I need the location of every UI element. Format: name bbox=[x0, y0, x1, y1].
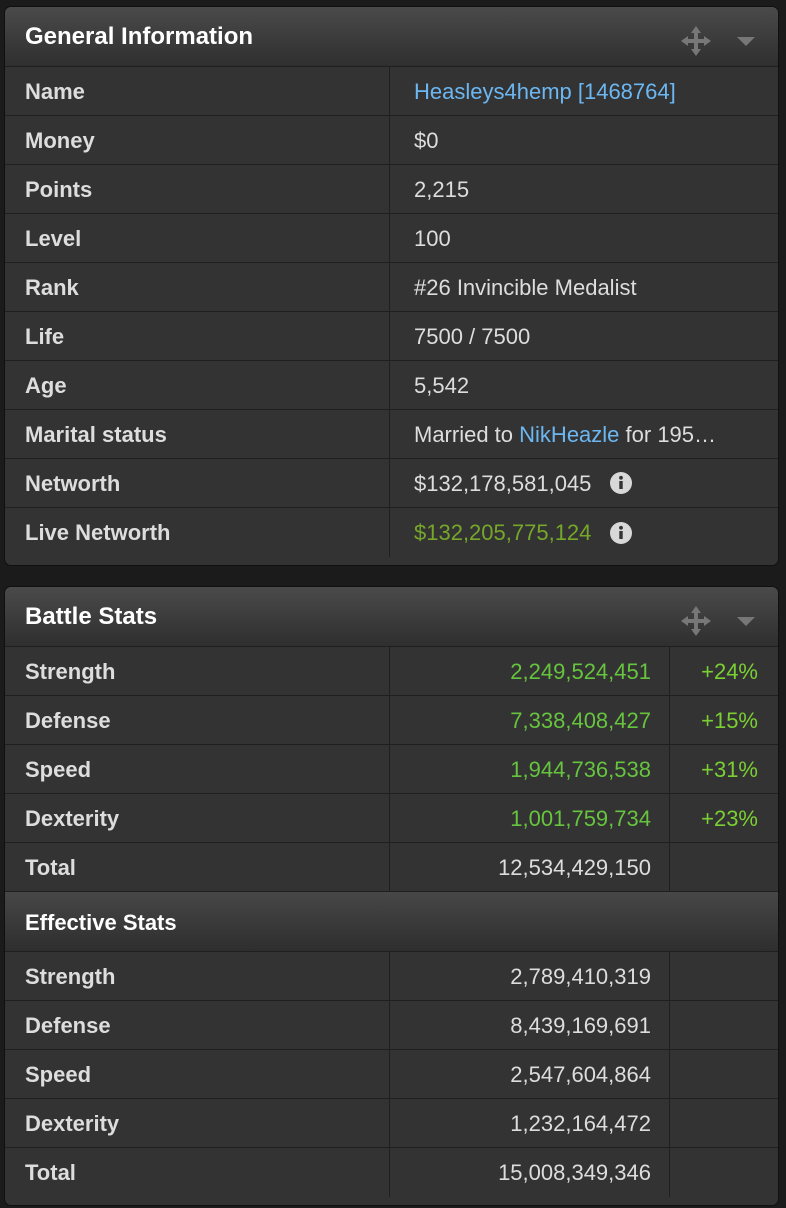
panel-title: Battle Stats bbox=[25, 603, 158, 630]
stat-label: Speed bbox=[5, 745, 390, 793]
row-label: Life bbox=[5, 312, 390, 360]
row-live-networth: Live Networth $132,205,775,124 bbox=[5, 508, 778, 557]
stat-percent: +23% bbox=[701, 806, 758, 831]
effective-stat-row-dexterity: Dexterity 1,232,164,472 bbox=[5, 1099, 778, 1148]
stat-label: Defense bbox=[5, 1001, 390, 1049]
age-value: 5,542 bbox=[414, 372, 470, 398]
spouse-link[interactable]: NikHeazle bbox=[519, 421, 620, 447]
battle-stat-row-defense: Defense 7,338,408,427 +15% bbox=[5, 696, 778, 745]
row-points: Points 2,215 bbox=[5, 165, 778, 214]
stat-label: Speed bbox=[5, 1050, 390, 1098]
stat-percent-empty bbox=[670, 843, 778, 891]
info-icon[interactable] bbox=[609, 471, 633, 495]
general-information-panel: General Information Name Heasleys4hemp [… bbox=[5, 7, 778, 565]
stat-value: 2,789,410,319 bbox=[390, 952, 670, 1000]
marital-suffix: for 195… bbox=[619, 421, 717, 447]
stat-label: Defense bbox=[5, 696, 390, 744]
panel-title: General Information bbox=[25, 23, 254, 50]
money-value: $0 bbox=[414, 127, 439, 153]
effective-stat-row-strength: Strength 2,789,410,319 bbox=[5, 952, 778, 1001]
effective-stat-row-defense: Defense 8,439,169,691 bbox=[5, 1001, 778, 1050]
stat-percent-empty bbox=[670, 952, 778, 1000]
battle-stat-row-speed: Speed 1,944,736,538 +31% bbox=[5, 745, 778, 794]
marital-status-value: Married to NikHeazle for 195… bbox=[414, 410, 716, 458]
rank-value: #26 Invincible Medalist bbox=[414, 274, 637, 300]
stat-label: Dexterity bbox=[5, 794, 390, 842]
battle-stat-row-strength: Strength 2,249,524,451 +24% bbox=[5, 647, 778, 696]
row-label: Age bbox=[5, 361, 390, 409]
effective-stats-title: Effective Stats bbox=[25, 910, 177, 935]
stat-value: 2,249,524,451 bbox=[390, 647, 670, 695]
row-money: Money $0 bbox=[5, 116, 778, 165]
panel-header: Battle Stats bbox=[5, 587, 778, 647]
effective-stat-row-speed: Speed 2,547,604,864 bbox=[5, 1050, 778, 1099]
chevron-down-icon[interactable] bbox=[736, 35, 756, 47]
stat-total-value: 12,534,429,150 bbox=[390, 843, 670, 891]
marital-prefix: Married to bbox=[414, 421, 520, 447]
stat-percent: +24% bbox=[701, 659, 758, 684]
effective-stat-row-total: Total 15,008,349,346 bbox=[5, 1148, 778, 1197]
row-label: Networth bbox=[5, 459, 390, 507]
row-label: Rank bbox=[5, 263, 390, 311]
stat-percent: +15% bbox=[701, 708, 758, 733]
battle-stat-row-total: Total 12,534,429,150 bbox=[5, 843, 778, 892]
row-level: Level 100 bbox=[5, 214, 778, 263]
live-networth-value: $132,205,775,124 bbox=[414, 520, 592, 545]
move-icon[interactable] bbox=[680, 25, 712, 57]
networth-value: $132,178,581,045 bbox=[414, 470, 592, 496]
panel-header: General Information bbox=[5, 7, 778, 67]
stat-label: Strength bbox=[5, 647, 390, 695]
row-label: Marital status bbox=[5, 410, 390, 458]
stat-label: Dexterity bbox=[5, 1099, 390, 1147]
row-label: Level bbox=[5, 214, 390, 262]
stat-percent-empty bbox=[670, 1148, 778, 1197]
life-value: 7500 / 7500 bbox=[414, 323, 531, 349]
info-icon[interactable] bbox=[609, 521, 633, 545]
stat-label: Total bbox=[5, 1148, 390, 1197]
move-icon[interactable] bbox=[680, 605, 712, 637]
stat-label: Strength bbox=[5, 952, 390, 1000]
row-label: Name bbox=[5, 67, 390, 115]
stat-label: Total bbox=[5, 843, 390, 891]
row-name: Name Heasleys4hemp [1468764] bbox=[5, 67, 778, 116]
stat-value: 7,338,408,427 bbox=[390, 696, 670, 744]
row-rank: Rank #26 Invincible Medalist bbox=[5, 263, 778, 312]
level-value: 100 bbox=[414, 225, 451, 251]
player-name-link[interactable]: Heasleys4hemp [1468764] bbox=[414, 78, 676, 104]
stat-value: 1,001,759,734 bbox=[390, 794, 670, 842]
stat-percent-empty bbox=[670, 1001, 778, 1049]
effective-stats-header: Effective Stats bbox=[5, 892, 778, 952]
row-label: Live Networth bbox=[5, 508, 390, 557]
stat-value: 2,547,604,864 bbox=[390, 1050, 670, 1098]
row-label: Points bbox=[5, 165, 390, 213]
stat-percent: +31% bbox=[701, 757, 758, 782]
row-life: Life 7500 / 7500 bbox=[5, 312, 778, 361]
stat-value: 1,944,736,538 bbox=[390, 745, 670, 793]
row-marital-status: Marital status Married to NikHeazle for … bbox=[5, 410, 778, 459]
chevron-down-icon[interactable] bbox=[736, 615, 756, 627]
row-age: Age 5,542 bbox=[5, 361, 778, 410]
stat-value: 1,232,164,472 bbox=[390, 1099, 670, 1147]
stat-value: 8,439,169,691 bbox=[390, 1001, 670, 1049]
stat-percent-empty bbox=[670, 1050, 778, 1098]
row-networth: Networth $132,178,581,045 bbox=[5, 459, 778, 508]
battle-stat-row-dexterity: Dexterity 1,001,759,734 +23% bbox=[5, 794, 778, 843]
battle-stats-panel: Battle Stats Strength 2,249,524,451 +24%… bbox=[5, 587, 778, 1205]
stat-percent-empty bbox=[670, 1099, 778, 1147]
row-label: Money bbox=[5, 116, 390, 164]
stat-total-value: 15,008,349,346 bbox=[390, 1148, 670, 1197]
points-value: 2,215 bbox=[414, 176, 470, 202]
